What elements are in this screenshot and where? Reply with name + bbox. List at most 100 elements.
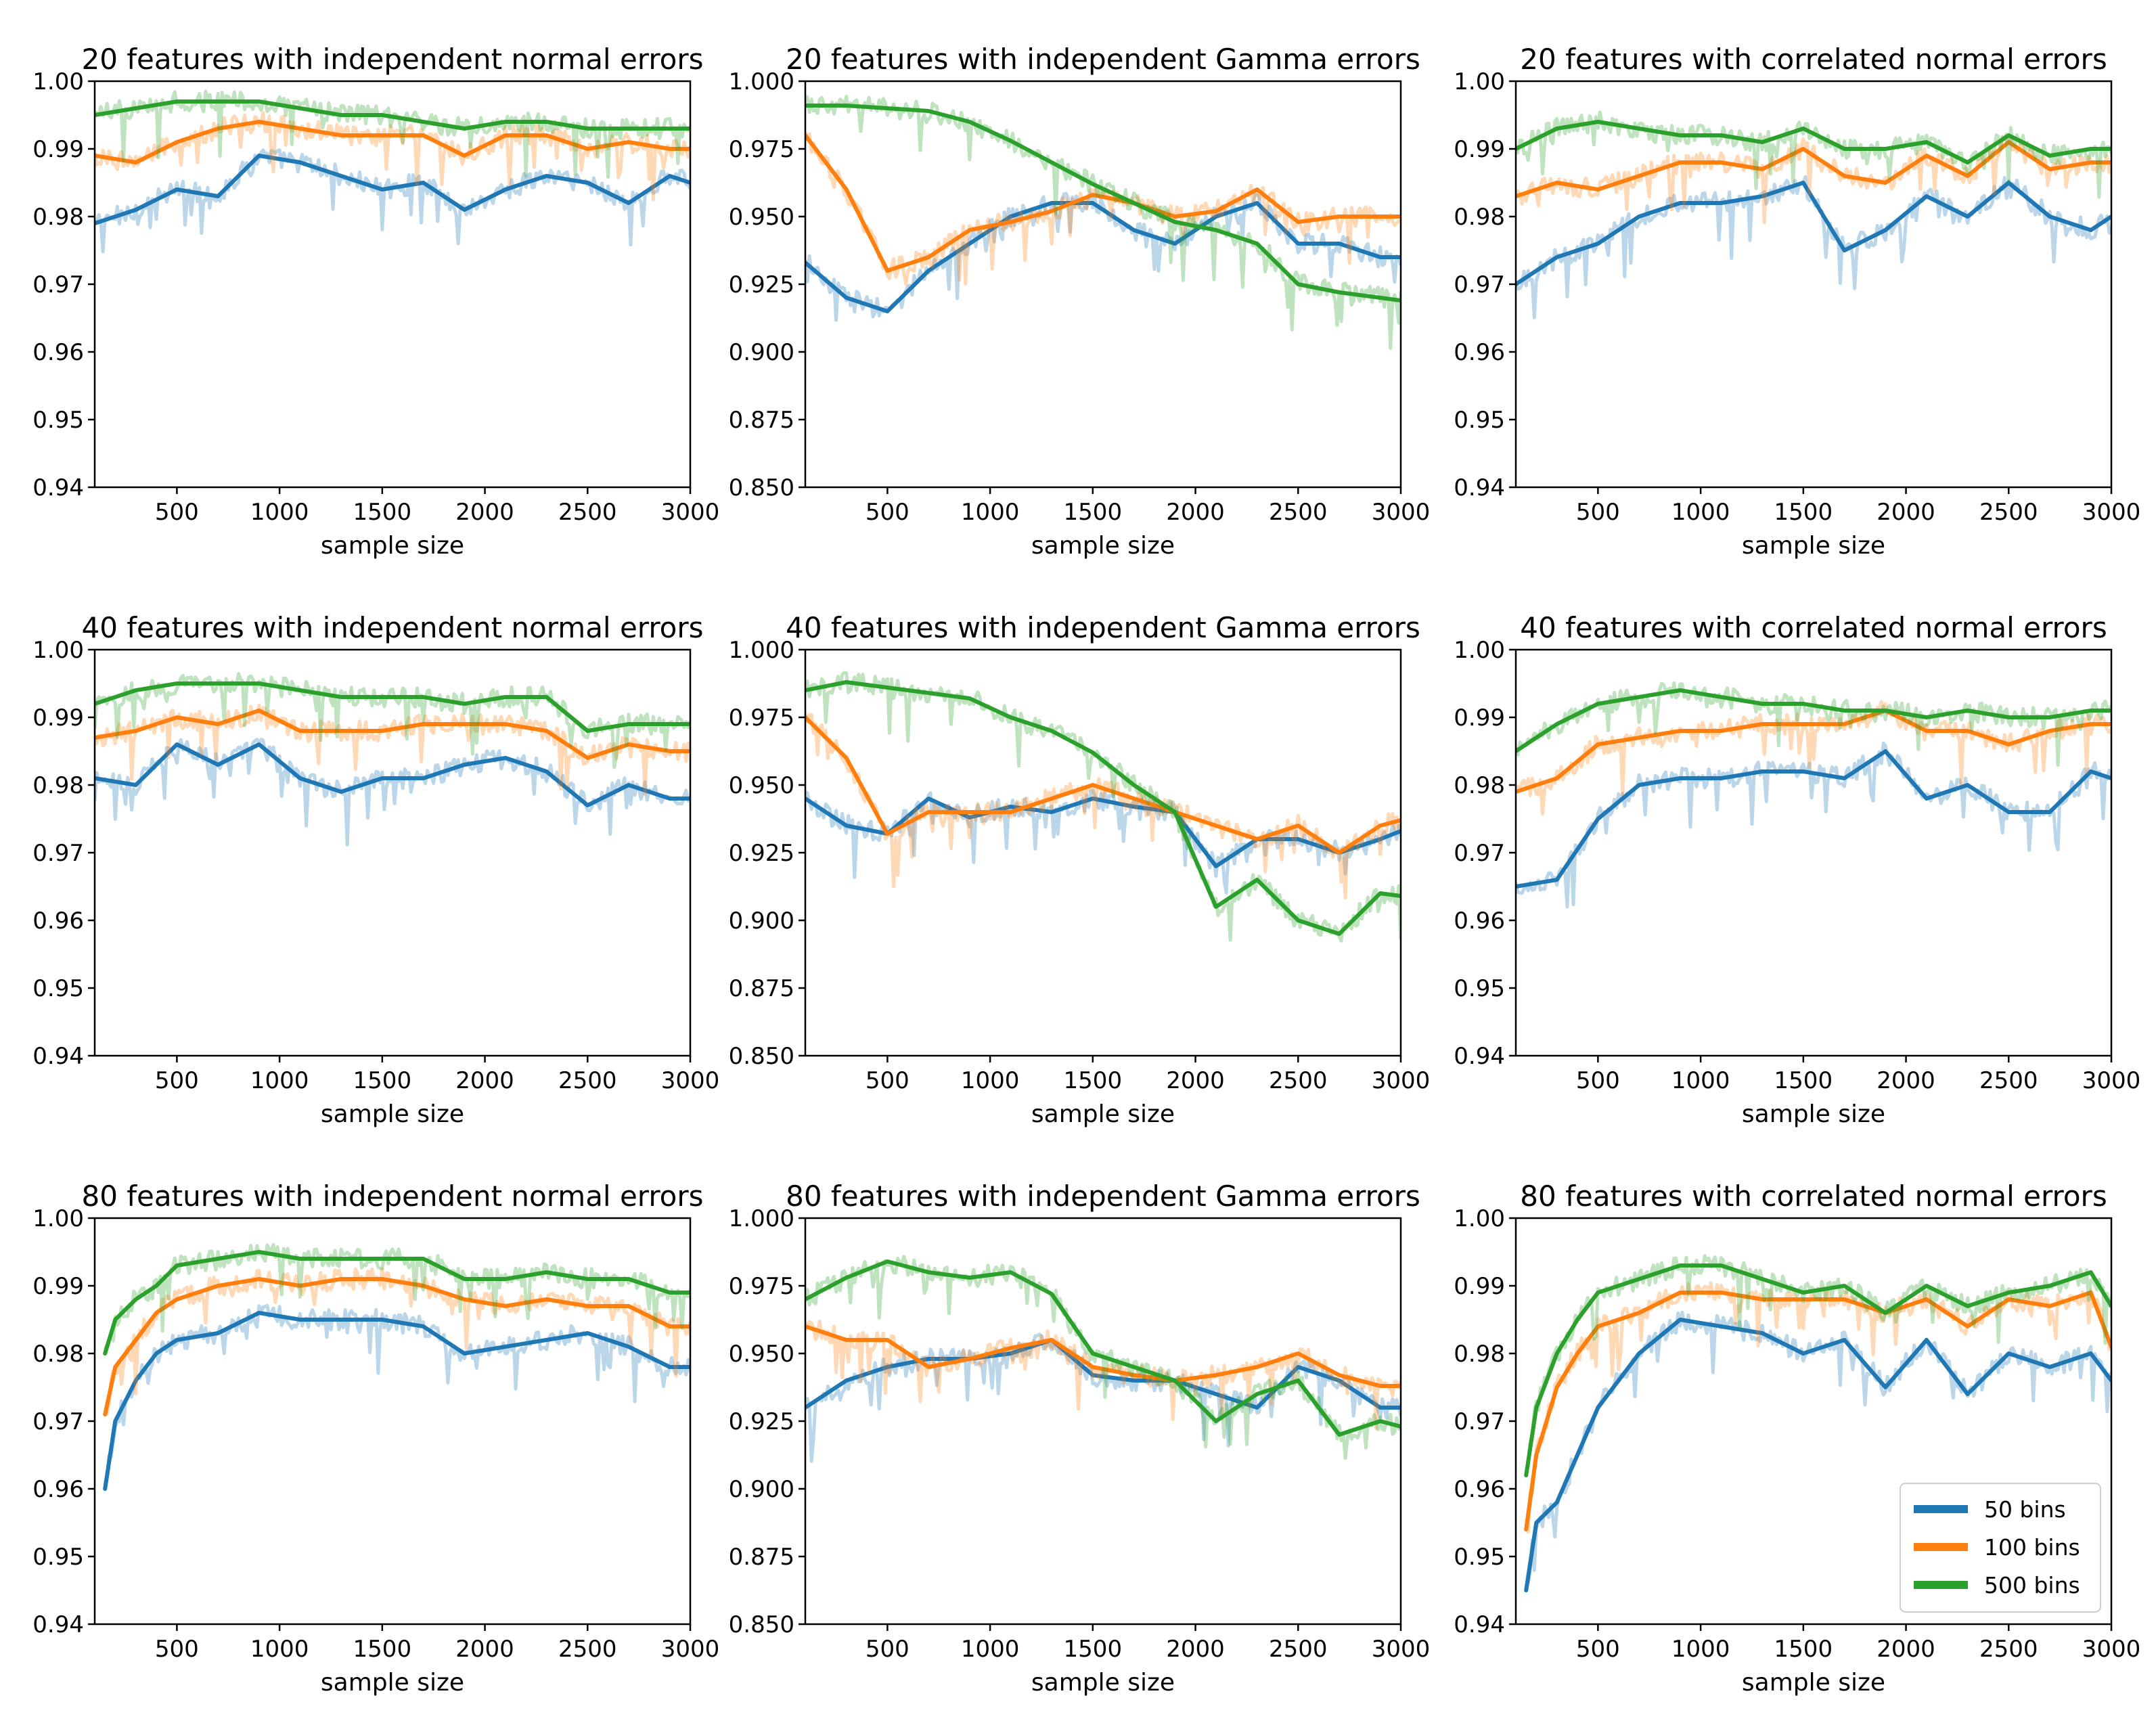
y-tick-label: 0.850	[729, 1043, 794, 1070]
x-tick-label: 2500	[1269, 499, 1328, 526]
y-tick-label: 0.94	[32, 1043, 84, 1070]
legend-label: 100 bins	[1984, 1534, 2080, 1561]
x-tick-label: 500	[1576, 1636, 1620, 1663]
legend-label: 500 bins	[1984, 1572, 2080, 1598]
x-tick-label: 1500	[353, 1636, 412, 1663]
axes-frame	[804, 1217, 1402, 1626]
x-tick-label: 1500	[1774, 1067, 1833, 1094]
y-tick-label: 0.98	[1454, 204, 1505, 231]
y-tick-label: 0.96	[32, 339, 84, 366]
x-tick-label: 2000	[1166, 1636, 1225, 1663]
x-tick-label: 2000	[455, 1636, 514, 1663]
series-line-500-bins	[95, 99, 690, 131]
chart-panel-4: 40 features with independent normal erro…	[32, 611, 719, 1128]
y-tick-label: 1.000	[729, 1205, 794, 1232]
y-tick-label: 0.97	[1454, 271, 1505, 298]
series-line-100-bins	[103, 1277, 690, 1416]
x-tick-label: 500	[866, 1067, 909, 1094]
y-tick-label: 0.96	[1454, 339, 1505, 366]
series-raw-500-bins	[805, 1255, 1401, 1460]
x-tick-label: 1500	[1064, 1067, 1123, 1094]
series-line-500-bins	[1516, 688, 2111, 753]
series-line-100-bins	[805, 1324, 1401, 1388]
x-tick-label: 500	[155, 1067, 199, 1094]
plot-area	[1516, 681, 2111, 909]
panel-title: 80 features with correlated normal error…	[1520, 1180, 2107, 1213]
x-tick-label: 1000	[961, 499, 1020, 526]
x-tick-label: 500	[1576, 1067, 1620, 1094]
y-tick-label: 0.94	[1454, 1611, 1505, 1638]
x-tick-label: 500	[155, 499, 199, 526]
x-tick-label: 1500	[1064, 1636, 1123, 1663]
series-raw-500-bins	[1516, 681, 2111, 767]
x-axis-label: sample size	[1742, 532, 1885, 560]
y-tick-label: 0.95	[1454, 407, 1505, 434]
series-line-100-bins	[805, 133, 1401, 273]
chart-panel-9: 80 features with correlated normal error…	[1454, 1180, 2140, 1697]
x-tick-label: 2000	[1166, 499, 1225, 526]
plot-area	[1524, 1254, 2111, 1592]
x-tick-label: 2000	[1166, 1067, 1225, 1094]
y-tick-label: 0.95	[32, 407, 84, 434]
x-tick-label: 3000	[2082, 499, 2141, 526]
chart-panel-2: 20 features with independent Gamma error…	[729, 43, 1431, 560]
series-raw-100-bins	[805, 713, 1401, 900]
y-tick-label: 0.900	[729, 1476, 794, 1503]
x-tick-label: 1000	[250, 1067, 309, 1094]
y-tick-label: 0.850	[729, 1611, 794, 1638]
series-line-50-bins	[1516, 749, 2111, 889]
y-tick-label: 0.95	[32, 1544, 84, 1571]
series-line-50-bins	[805, 201, 1401, 313]
x-tick-label: 3000	[1372, 499, 1431, 526]
y-tick-label: 0.99	[1454, 136, 1505, 163]
y-tick-label: 0.97	[1454, 1408, 1505, 1435]
x-tick-label: 2000	[455, 1067, 514, 1094]
series-line-100-bins	[95, 120, 690, 164]
x-tick-label: 3000	[661, 1636, 720, 1663]
y-tick-label: 0.900	[729, 908, 794, 935]
y-tick-label: 0.975	[729, 1273, 794, 1300]
y-tick-label: 0.875	[729, 407, 794, 434]
y-tick-label: 0.96	[32, 908, 84, 935]
panel-title: 40 features with independent normal erro…	[81, 611, 703, 644]
y-tick-label: 0.96	[1454, 1476, 1505, 1503]
series-raw-50-bins	[95, 148, 690, 254]
y-tick-label: 0.950	[729, 1341, 794, 1368]
x-tick-label: 500	[866, 1636, 909, 1663]
y-tick-label: 0.96	[1454, 908, 1505, 935]
x-tick-label: 1000	[1671, 1636, 1730, 1663]
y-tick-label: 0.94	[32, 474, 84, 501]
x-tick-label: 1500	[353, 499, 412, 526]
y-tick-label: 0.925	[729, 1408, 794, 1435]
x-tick-label: 1000	[961, 1636, 1020, 1663]
series-line-500-bins	[805, 1259, 1401, 1437]
x-tick-label: 1000	[1671, 499, 1730, 526]
y-tick-label: 0.94	[1454, 1043, 1505, 1070]
chart-panel-1: 20 features with independent normal erro…	[32, 43, 719, 560]
y-tick-label: 0.99	[1454, 704, 1505, 732]
y-tick-label: 0.98	[32, 772, 84, 799]
y-tick-label: 0.97	[1454, 840, 1505, 867]
y-tick-label: 0.900	[729, 339, 794, 366]
x-tick-label: 1000	[250, 499, 309, 526]
x-tick-label: 3000	[2082, 1067, 2141, 1094]
panel-title: 40 features with independent Gamma error…	[786, 611, 1420, 644]
legend: 50 bins 100 bins 500 bins	[1900, 1483, 2101, 1613]
y-tick-label: 0.925	[729, 840, 794, 867]
series-line-100-bins	[95, 709, 690, 760]
x-tick-label: 2500	[1269, 1067, 1328, 1094]
x-tick-label: 1500	[353, 1067, 412, 1094]
y-tick-label: 0.99	[1454, 1273, 1505, 1300]
plot-area	[103, 1242, 690, 1491]
x-tick-label: 1500	[1774, 1636, 1833, 1663]
plot-area	[1516, 110, 2111, 319]
y-tick-label: 0.850	[729, 474, 794, 501]
y-tick-label: 0.97	[32, 271, 84, 298]
y-tick-label: 0.95	[1454, 975, 1505, 1002]
panel-title: 20 features with correlated normal error…	[1520, 43, 2107, 76]
x-tick-label: 2000	[1877, 1067, 1935, 1094]
y-tick-label: 0.875	[729, 975, 794, 1002]
series-raw-50-bins	[1516, 741, 2111, 909]
plot-area	[805, 95, 1401, 350]
y-tick-label: 0.875	[729, 1544, 794, 1571]
